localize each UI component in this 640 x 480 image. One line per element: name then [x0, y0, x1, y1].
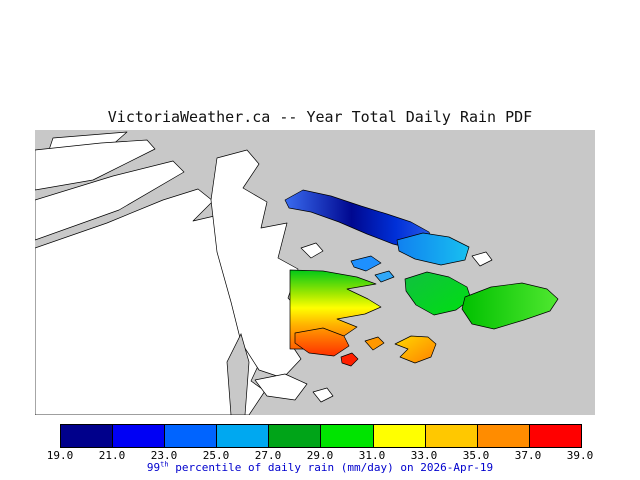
inlet-water [226, 333, 250, 415]
colorbar-cell [61, 425, 114, 447]
colorbar-ticks: 19.0 21.0 23.0 25.0 27.0 29.0 31.0 33.0 35.0 37.0… [34, 449, 606, 462]
data-islet-red [340, 352, 359, 367]
caption-number: 99 [146, 461, 161, 474]
colorbar-tick-label: 37.0 [514, 449, 542, 462]
colorbar-tick-label: 27.0 [254, 449, 282, 462]
colorbar-cell [217, 425, 270, 447]
caption-text: percentile of daily rain (mm/day) on 202… [168, 461, 494, 474]
data-islet-orange [364, 336, 385, 351]
islet-white [471, 251, 493, 267]
caption: 99th percentile of daily rain (mm/day) o… [0, 461, 640, 474]
caption-superscript: th [160, 460, 169, 469]
data-islet-blue [350, 255, 382, 272]
data-island-yellow-orange [394, 335, 437, 364]
colorbar [60, 424, 582, 448]
colorbar-tick-label: 29.0 [306, 449, 334, 462]
data-islet-blue [374, 270, 395, 283]
colorbar-tick-label: 35.0 [462, 449, 490, 462]
colorbar-cell [113, 425, 166, 447]
coast-strip [35, 139, 156, 191]
coast-strip [35, 160, 185, 241]
colorbar-cell [269, 425, 322, 447]
colorbar-tick-label: 25.0 [202, 449, 230, 462]
colorbar-cell [425, 425, 478, 447]
islet-white [254, 373, 308, 401]
colorbar-tick-label: 19.0 [46, 449, 74, 462]
data-island-cyan [396, 232, 470, 266]
colorbar-tick-label: 23.0 [150, 449, 178, 462]
map [35, 130, 595, 415]
colorbar-cell [477, 425, 530, 447]
colorbar-tick-label: 31.0 [358, 449, 386, 462]
colorbar-cell [373, 425, 426, 447]
data-island-orange-red [294, 327, 350, 357]
colorbar-cell [529, 425, 581, 447]
colorbar-tick-label: 21.0 [98, 449, 126, 462]
colorbar-tick-label: 39.0 [566, 449, 594, 462]
colorbar-tick-label: 33.0 [410, 449, 438, 462]
colorbar-cell [165, 425, 218, 447]
islet-white [312, 387, 334, 403]
islet-white [300, 242, 324, 259]
plot-title: VictoriaWeather.ca -- Year Total Daily R… [107, 108, 533, 126]
colorbar-cell [321, 425, 374, 447]
data-island-green-long [461, 282, 559, 330]
